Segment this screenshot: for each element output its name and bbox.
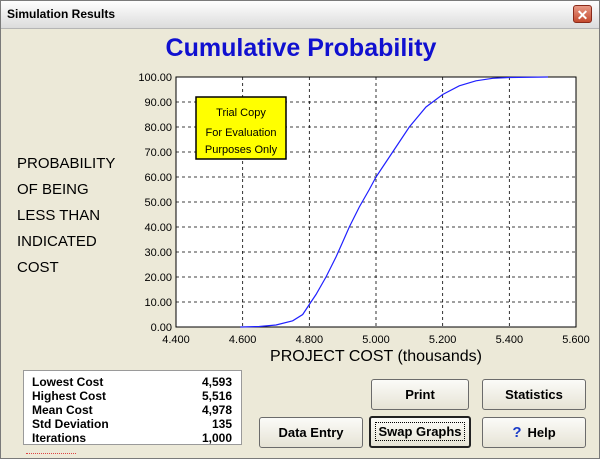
stat-value: 4,593 <box>201 375 232 389</box>
stat-label: Mean Cost <box>32 403 93 417</box>
y-axis-label-line: INDICATED <box>17 233 97 250</box>
help-button[interactable]: ? Help <box>482 417 586 448</box>
stat-row-mean: Mean Cost 4,978 <box>32 403 232 417</box>
y-tick-label: 10.00 <box>144 297 172 309</box>
print-button[interactable]: Print <box>371 379 469 410</box>
stat-row-iterations: Iterations 1,000 <box>32 431 232 445</box>
watermark-line-3: Purposes Only <box>205 144 278 156</box>
y-tick-label: 0.00 <box>151 322 172 334</box>
data-entry-button-label: Data Entry <box>278 425 344 440</box>
cumulative-probability-line <box>240 76 549 328</box>
y-tick-labels: 0.00 10.00 20.00 30.00 40.00 50.00 60.00 70.00 8… <box>138 72 172 334</box>
y-axis-label-line: OF BEING <box>17 181 89 198</box>
y-axis-label: PROBABILITY OF BEING LESS THAN INDICATED… <box>17 151 147 281</box>
watermark-line-2: For Evaluation <box>206 127 277 139</box>
y-tick-label: 40.00 <box>144 222 172 234</box>
y-tick-label: 20.00 <box>144 272 172 284</box>
x-tick-label: 5.000 <box>362 334 390 346</box>
y-axis-label-line: PROBABILITY <box>17 155 116 172</box>
x-tick-label: 4.600 <box>229 334 257 346</box>
y-tick-label: 60.00 <box>144 172 172 184</box>
stat-row-lowest: Lowest Cost 4,593 <box>32 375 232 389</box>
y-tick-label: 70.00 <box>144 147 172 159</box>
dotted-divider <box>26 453 76 454</box>
x-tick-label: 5.600 <box>562 334 590 346</box>
help-button-label: Help <box>527 425 556 440</box>
watermark-box <box>195 96 287 160</box>
statistics-button[interactable]: Statistics <box>482 379 586 410</box>
swap-graphs-button-label: Swap Graphs <box>375 422 465 441</box>
trial-watermark: Trial Copy For Evaluation Purposes Only <box>195 96 287 160</box>
y-tick-label: 50.00 <box>144 197 172 209</box>
x-tick-labels: 4.400 4.600 4.800 5.000 5.200 5.400 5.600 <box>162 334 590 346</box>
print-button-label: Print <box>405 387 435 402</box>
statistics-button-label: Statistics <box>505 387 563 402</box>
stat-label: Iterations <box>32 431 87 445</box>
stat-label: Lowest Cost <box>32 375 104 389</box>
help-icon: ? <box>512 424 522 441</box>
y-axis-label-line: LESS THAN <box>17 207 101 224</box>
stat-value: 5,516 <box>201 389 232 403</box>
stat-value: 1,000 <box>201 431 232 445</box>
close-icon[interactable]: ✕ <box>573 5 592 23</box>
title-bar: Simulation Results ✕ <box>1 1 599 29</box>
y-axis-label-line: COST <box>17 259 59 276</box>
stat-label: Std Deviation <box>32 417 109 431</box>
x-tick-label: 5.200 <box>429 334 457 346</box>
stat-label: Highest Cost <box>32 389 107 403</box>
stat-value: 4,978 <box>201 403 232 417</box>
watermark-line-1: Trial Copy <box>216 107 266 119</box>
stat-value: 135 <box>211 417 232 431</box>
x-tick-label: 5.400 <box>496 334 524 346</box>
swap-graphs-button[interactable]: Swap Graphs <box>369 416 471 448</box>
x-axis-label: PROJECT COST (thousands) <box>270 348 482 365</box>
y-tick-label: 80.00 <box>144 122 172 134</box>
x-tick-label: 4.400 <box>162 334 190 346</box>
stat-row-highest: Highest Cost 5,516 <box>32 389 232 403</box>
window-title: Simulation Results <box>7 7 116 21</box>
y-tick-label: 90.00 <box>144 97 172 109</box>
statistics-panel: Lowest Cost 4,593 Highest Cost 5,516 Mea… <box>23 370 242 445</box>
data-entry-button[interactable]: Data Entry <box>259 417 363 448</box>
x-tick-label: 4.800 <box>296 334 324 346</box>
y-tick-label: 100.00 <box>138 72 172 84</box>
chart-title: Cumulative Probability <box>165 34 437 62</box>
stat-row-std-dev: Std Deviation 135 <box>32 417 232 431</box>
y-tick-label: 30.00 <box>144 247 172 259</box>
